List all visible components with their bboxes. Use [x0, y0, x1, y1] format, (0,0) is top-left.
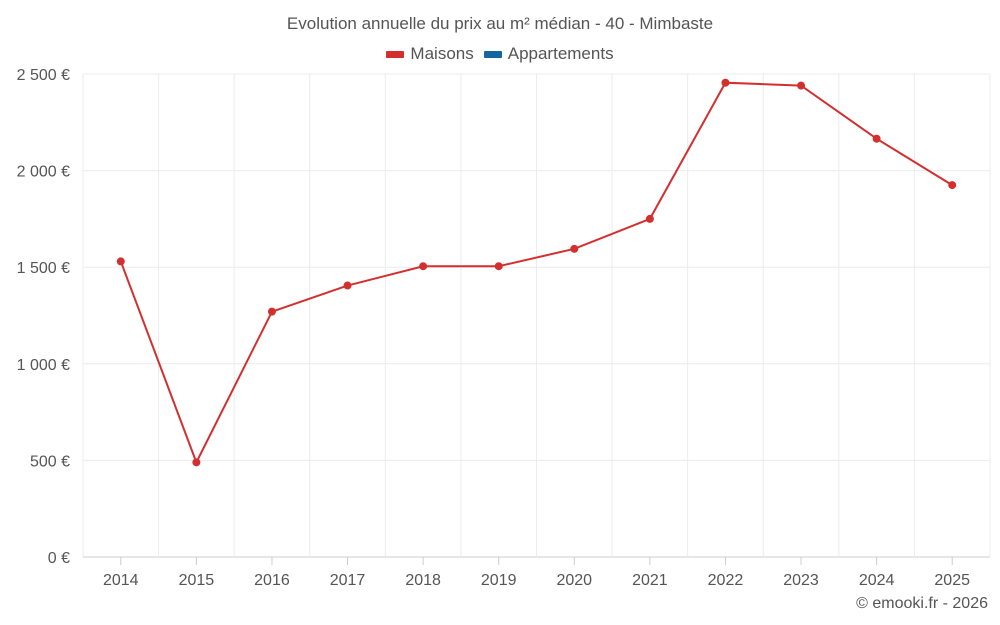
x-tick-label: 2015: [179, 572, 215, 589]
data-point: [419, 262, 428, 271]
data-point: [192, 458, 201, 467]
chart-title: Evolution annuelle du prix au m² médian …: [286, 14, 714, 33]
x-tick-label: 2017: [330, 572, 366, 589]
data-point: [494, 262, 503, 271]
x-tick-label: 2021: [632, 572, 668, 589]
legend-label-appartements: Appartements: [507, 44, 614, 63]
data-point: [267, 307, 276, 316]
x-tick-label: 2020: [556, 572, 592, 589]
x-tick-label: 2016: [254, 572, 290, 589]
y-tick-label: 2 500 €: [17, 67, 70, 84]
legend-swatch-maisons: [386, 50, 405, 58]
legend-item-appartements[interactable]: Appartements: [483, 44, 614, 64]
x-tick-label: 2014: [103, 572, 139, 589]
x-tick-label: 2024: [859, 572, 895, 589]
x-tick-label: 2025: [934, 572, 970, 589]
data-point: [797, 81, 806, 90]
y-tick-label: 1 000 €: [17, 357, 70, 374]
legend-item-maisons[interactable]: Maisons: [386, 44, 474, 64]
credit-text: © emooki.fr - 2026: [856, 595, 988, 612]
series-line-maisons: [119, 81, 953, 465]
data-point: [872, 134, 881, 143]
x-tick-label: 2019: [481, 572, 517, 589]
x-tick-label: 2018: [405, 572, 441, 589]
y-tick-label: 1 500 €: [17, 260, 70, 277]
data-point: [645, 214, 654, 223]
data-point: [948, 181, 957, 190]
data-point: [721, 78, 730, 87]
data-point: [570, 244, 579, 253]
y-tick-label: 500 €: [30, 453, 70, 470]
data-point: [116, 257, 125, 266]
legend: Maisons Appartements: [0, 44, 1000, 64]
y-tick-label: 0 €: [48, 550, 70, 567]
legend-label-maisons: Maisons: [410, 44, 474, 63]
y-tick-label: 2 000 €: [17, 164, 70, 181]
x-tick-label: 2022: [708, 572, 744, 589]
data-point: [343, 281, 352, 290]
legend-swatch-appartements: [483, 50, 502, 58]
x-tick-label: 2023: [783, 572, 819, 589]
